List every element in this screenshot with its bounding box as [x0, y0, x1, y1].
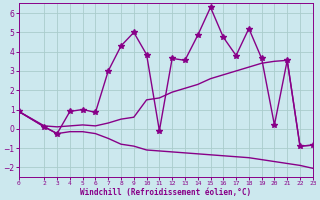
X-axis label: Windchill (Refroidissement éolien,°C): Windchill (Refroidissement éolien,°C): [80, 188, 251, 197]
